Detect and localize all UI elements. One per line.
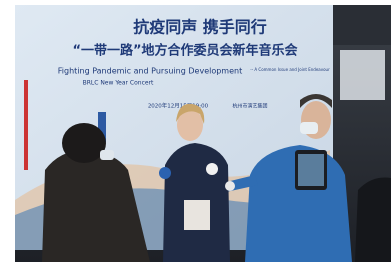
- subtitle-cn: “一带一路”地方合作委员会新年音乐会: [72, 43, 298, 59]
- title-cn: 抗疫同声 携手同行: [133, 18, 267, 37]
- bystander: [355, 178, 391, 262]
- woman-hands: [184, 200, 210, 230]
- title-en-tail: -- A Common Issue and Joint Endeavour: [250, 67, 330, 72]
- title-en: Fighting Pandemic and Pursuing Developme…: [58, 67, 242, 76]
- microphone: [206, 163, 218, 175]
- tower: [24, 80, 28, 170]
- mask: [100, 150, 114, 160]
- reporter-hair: [62, 123, 106, 163]
- light-panel: [340, 50, 385, 100]
- ceiling: [333, 5, 391, 45]
- microphone: [225, 181, 235, 191]
- phone-screen: [298, 154, 324, 186]
- venue: 杭州市演艺集团: [232, 103, 267, 110]
- microphone: [159, 167, 171, 179]
- photo: 抗疫同声 携手同行 “一带一路”地方合作委员会新年音乐会 Fighting Pa…: [0, 0, 391, 262]
- mask: [300, 122, 318, 134]
- concert-en: BRLC New Year Concert: [83, 80, 154, 87]
